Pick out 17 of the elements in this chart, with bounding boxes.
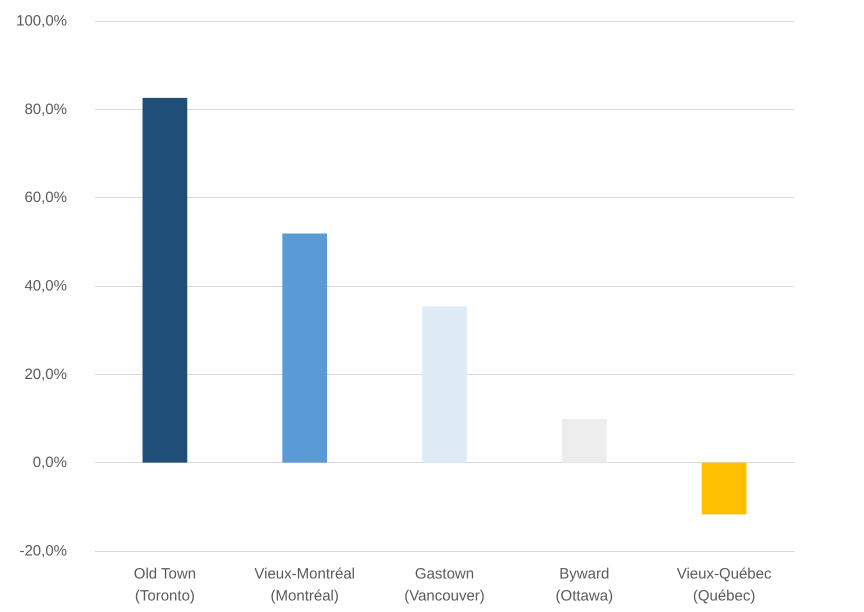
x-tick-label: Byward (Ottawa): [556, 566, 614, 604]
y-tick-label: 20,0%: [24, 366, 67, 383]
bar: [282, 233, 328, 463]
bar: [562, 418, 607, 463]
x-tick-label: Old Town (Toronto): [134, 566, 196, 604]
y-tick-label: 100,0%: [16, 12, 67, 30]
bar: [422, 306, 467, 463]
x-tick-label: Vieux-Québec (Québec): [676, 566, 772, 604]
bar: [702, 462, 746, 514]
y-tick-label: 0,0%: [32, 454, 67, 472]
x-tick-label: Gastown (Vancouver): [404, 566, 485, 604]
y-tick-label: 60,0%: [24, 189, 67, 206]
x-tick-label: Vieux-Montréal (Montréal): [254, 566, 356, 604]
y-tick-label: 40,0%: [24, 278, 67, 294]
y-tick-label: -20,0%: [19, 542, 67, 560]
bar: [142, 98, 188, 463]
y-tick-label: 80,0%: [24, 100, 67, 118]
